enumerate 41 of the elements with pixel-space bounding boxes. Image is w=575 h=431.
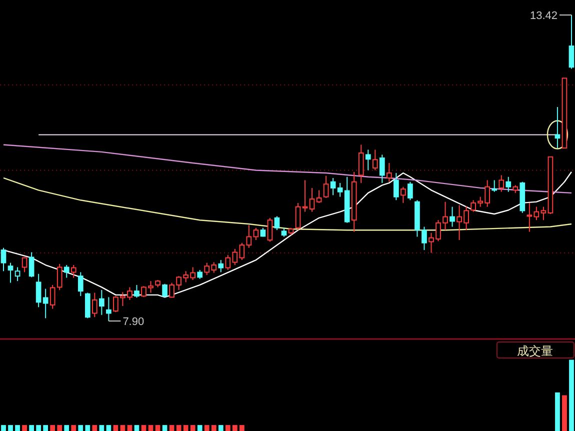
bar	[71, 425, 76, 431]
bar	[197, 425, 202, 431]
bar	[134, 425, 140, 431]
bar	[8, 425, 13, 431]
bar	[64, 425, 70, 431]
bar	[183, 425, 188, 431]
annotation: 13.42	[530, 10, 558, 22]
bar	[113, 425, 118, 431]
bar	[211, 425, 216, 431]
bar	[15, 425, 20, 431]
bar	[85, 425, 90, 431]
bar	[22, 425, 27, 431]
bar	[562, 395, 567, 431]
bar	[141, 425, 146, 431]
bar	[36, 425, 41, 431]
bar	[569, 360, 574, 431]
bar	[162, 425, 168, 431]
bar	[99, 425, 104, 431]
bar	[176, 425, 182, 431]
annotation: 7.90	[122, 316, 144, 328]
bar	[155, 425, 160, 431]
bar	[92, 425, 98, 431]
bar	[148, 425, 154, 431]
bar	[555, 392, 560, 431]
bar	[120, 425, 126, 431]
bar	[232, 425, 238, 431]
bar	[190, 425, 196, 431]
bar	[1, 425, 6, 431]
bar	[43, 425, 48, 431]
bar	[57, 425, 62, 431]
bar	[106, 425, 112, 431]
bar	[127, 425, 132, 431]
bar	[50, 425, 56, 431]
bar	[204, 425, 210, 431]
chart-title: 成交量	[517, 344, 553, 358]
bar	[29, 425, 34, 431]
bar	[225, 425, 230, 431]
bar	[239, 425, 244, 431]
bar	[169, 425, 174, 431]
bar	[218, 425, 224, 431]
bar	[78, 425, 84, 431]
